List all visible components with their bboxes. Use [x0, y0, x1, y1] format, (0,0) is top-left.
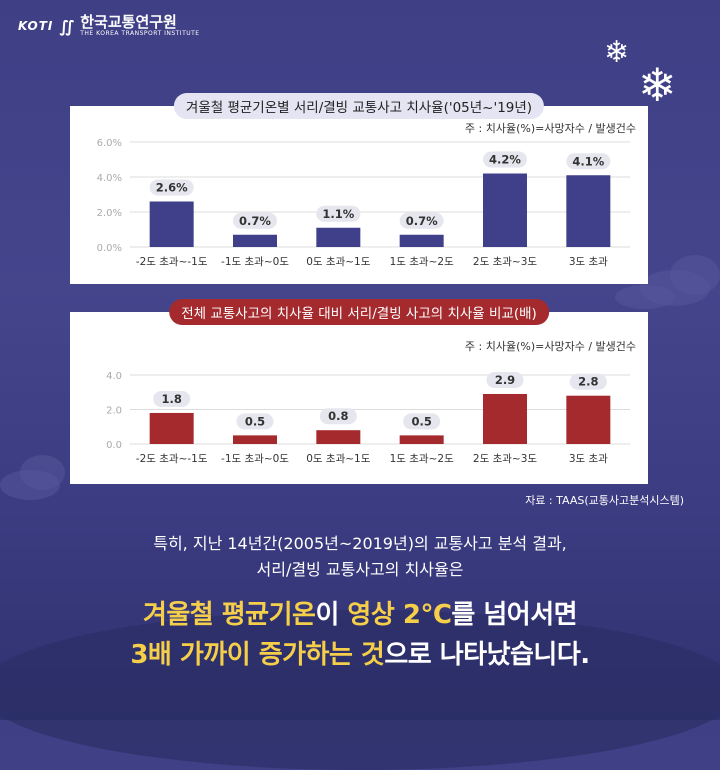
y-tick-label: 4.0% — [97, 173, 122, 184]
logo-mark: KOTI — [18, 19, 54, 33]
data-label-pill — [236, 413, 274, 430]
body-line-1: 특히, 지난 14년간(2005년~2019년)의 교통사고 분석 결과, — [153, 534, 567, 553]
data-label-pill — [153, 390, 191, 407]
chart-panel-2: 전체 교통사고의 치사율 대비 서리/결빙 사고의 치사율 비교(배) 주 : … — [70, 299, 648, 484]
snowflake-icon: ❄ — [638, 58, 677, 112]
data-label: 0.5 — [411, 414, 431, 428]
bar — [316, 227, 361, 247]
bar — [316, 430, 361, 444]
data-label-pill — [403, 413, 441, 430]
bar — [399, 435, 444, 444]
y-tick-label: 2.0% — [97, 208, 122, 219]
headline-line-1: 겨울철 평균기온이 영상 2℃를 넘어서면 — [0, 594, 720, 631]
logo-korean-name: 한국교통연구원 — [80, 13, 177, 31]
data-label: 2.9 — [495, 373, 515, 387]
x-tick-label: -2도 초과~-1도 — [136, 453, 208, 465]
y-tick-label: 6.0% — [97, 138, 122, 149]
snowflake-icon: ❄ — [604, 35, 630, 70]
x-tick-label: 3도 초과 — [569, 453, 608, 465]
logo-english-name: THE KOREA TRANSPORT INSTITUTE — [80, 30, 200, 37]
headline-text: 이 — [315, 600, 348, 630]
x-tick-label: 1도 초과~2도 — [390, 256, 454, 268]
body-line-2: 서리/결빙 교통사고의 치사율은 — [256, 560, 464, 579]
y-tick-label: 2.0 — [106, 406, 122, 417]
data-label-pill — [233, 212, 277, 229]
x-tick-label: 0도 초과~1도 — [306, 453, 370, 465]
x-tick-label: -2도 초과~-1도 — [136, 256, 208, 268]
chart-1-title: 겨울철 평균기온별 서리/결빙 교통사고 치사율('05년~'19년) — [173, 93, 545, 119]
logo-symbol-icon: ∬ — [59, 16, 75, 36]
chart-panel-1: 겨울철 평균기온별 서리/결빙 교통사고 치사율('05년~'19년) 주 : … — [70, 93, 648, 284]
data-label: 1.1% — [322, 207, 354, 221]
chart-1-svg: 0.0% 2.0% 4.0% 6.0% 2.6% -2도 초과~-1도 0.7% -1도 초과… — [97, 138, 630, 268]
data-label: 0.7% — [239, 214, 271, 228]
chart-2-svg: 0.0 2.0 4.0 1.8 -2도 초과~-1도 0.5 -1도 초과~0도 0.8 0도 … — [106, 371, 630, 465]
data-label: 0.5 — [245, 414, 265, 428]
x-tick-label: 2도 초과~3도 — [473, 453, 537, 465]
data-label: 0.8 — [328, 409, 348, 423]
data-label-pill — [566, 153, 611, 170]
y-tick-label: 0.0 — [106, 440, 122, 451]
data-label-pill — [149, 179, 194, 196]
data-label: 2.8 — [578, 375, 598, 389]
data-label-pill — [316, 205, 361, 222]
source-note: 자료 : TAAS(교통사고분석시스템) — [525, 494, 684, 507]
bar — [149, 201, 194, 247]
bar — [483, 173, 527, 247]
bar — [149, 412, 194, 444]
headline-highlight-degree: 영상 2℃ — [347, 600, 452, 630]
y-tick-label: 0.0% — [97, 243, 122, 254]
x-tick-label: 0도 초과~1도 — [306, 256, 370, 268]
bar — [399, 234, 444, 247]
bar — [566, 175, 611, 247]
chart-2-title: 전체 교통사고의 치사율 대비 서리/결빙 사고의 치사율 비교(배) — [169, 299, 549, 325]
x-tick-label: 1도 초과~2도 — [390, 453, 454, 465]
x-tick-label: -1도 초과~0도 — [221, 453, 289, 465]
headline-text: 를 넘어서면 — [451, 600, 578, 630]
data-label: 4.1% — [572, 154, 604, 168]
headline-line-2: 3배 가까이 증가하는 것으로 나타났습니다. — [0, 634, 720, 671]
x-tick-label: 2도 초과~3도 — [473, 256, 537, 268]
data-label: 0.7% — [406, 214, 438, 228]
x-tick-label: -1도 초과~0도 — [221, 256, 289, 268]
chart-1-note: 주 : 치사율(%)=사망자수 / 발생건수 — [464, 122, 636, 135]
data-label-pill — [319, 408, 357, 425]
headline-highlight-temperature: 겨울철 평균기온 — [142, 600, 316, 630]
data-label-pill — [483, 151, 527, 168]
koti-logo: KOTI ∬ 한국교통연구원 THE KOREA TRANSPORT INSTI… — [18, 14, 200, 38]
bar — [233, 435, 277, 444]
bar — [483, 393, 527, 444]
data-label-pill — [486, 371, 524, 388]
data-label-pill — [399, 212, 444, 229]
data-label-pill — [569, 373, 607, 390]
chart-2-note: 주 : 치사율(%)=사망자수 / 발생건수 — [464, 340, 636, 353]
data-label: 4.2% — [489, 153, 521, 167]
headline-highlight-increase: 3배 가까이 증가하는 것 — [130, 640, 385, 670]
bar — [566, 395, 611, 444]
headline-text: 으로 나타났습니다. — [384, 640, 590, 670]
bar — [233, 234, 277, 247]
x-tick-label: 3도 초과 — [569, 256, 608, 268]
data-label: 2.6% — [156, 181, 188, 195]
data-label: 1.8 — [161, 392, 181, 406]
y-tick-label: 4.0 — [106, 371, 122, 382]
